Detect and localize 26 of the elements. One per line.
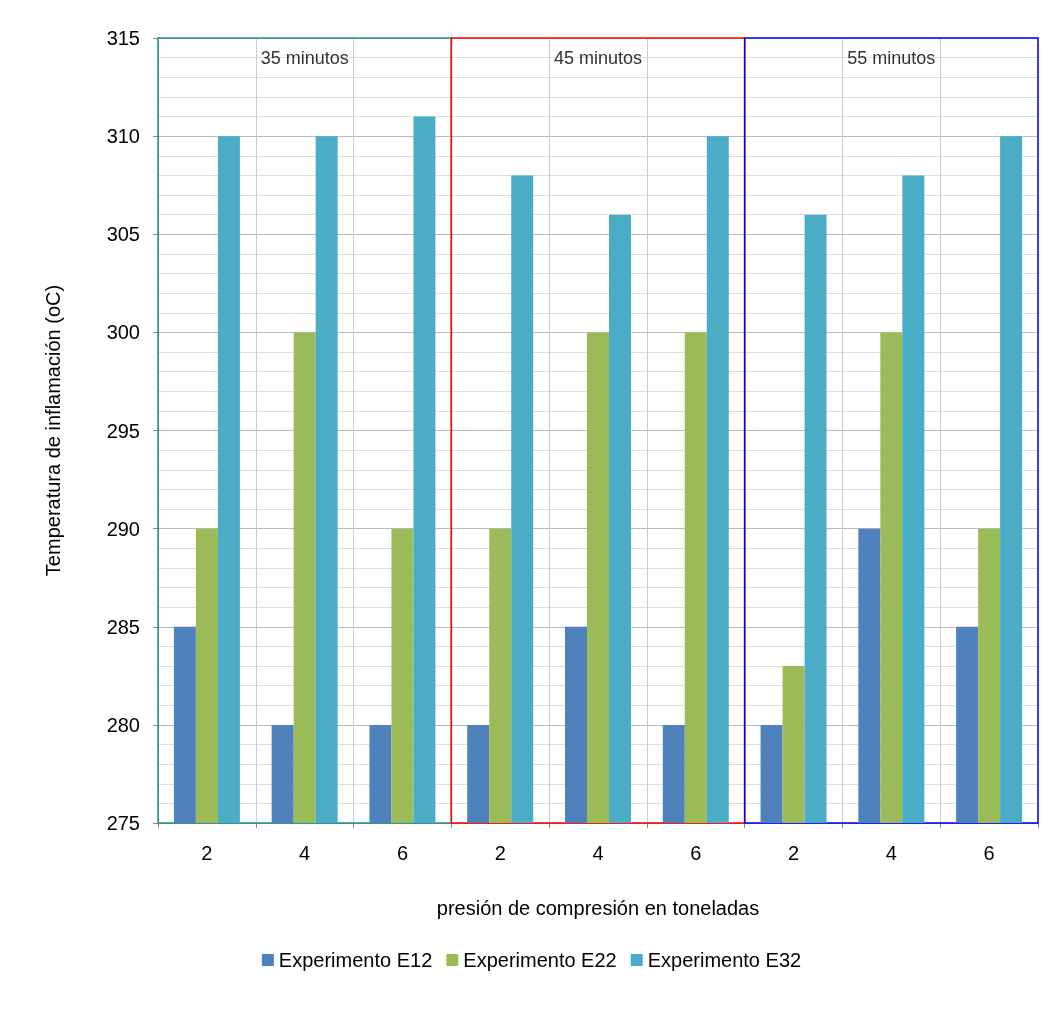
- y-tick-label: 310: [106, 125, 140, 148]
- y-axis-title: Temperatura de inflamación (oC): [42, 284, 64, 577]
- legend-label: Experimento E22: [463, 949, 617, 971]
- x-tick-label: 6: [690, 842, 702, 864]
- x-tick-label: 2: [787, 842, 800, 864]
- x-tick-label: 4: [299, 842, 311, 864]
- x-tick-label: 4: [885, 842, 897, 864]
- x-tick-label: 6: [396, 842, 409, 864]
- x-tick-label: 6: [983, 842, 995, 864]
- legend-label: Experimento E32: [647, 949, 802, 971]
- x-tick-label: 2: [494, 842, 506, 864]
- y-tick-label: 285: [106, 615, 140, 638]
- annotation: 45 minutos: [553, 48, 643, 69]
- y-tick-label: 300: [106, 321, 140, 344]
- y-tick-label: 280: [106, 713, 140, 736]
- annotation: 35 minutos: [260, 48, 349, 69]
- annotation: 55 minutos: [847, 48, 936, 69]
- y-tick-label: 290: [106, 517, 140, 540]
- y-tick-label: 295: [106, 419, 140, 442]
- x-tick-label: 2: [201, 842, 213, 864]
- x-axis-title: presión de compresión en toneladas: [436, 897, 760, 919]
- legend-label: Experimento E12: [278, 949, 433, 971]
- y-tick-label: 275: [106, 812, 140, 834]
- x-tick-label: 4: [592, 842, 604, 864]
- y-tick-label: 305: [106, 223, 140, 246]
- y-tick-label: 315: [106, 27, 140, 49]
